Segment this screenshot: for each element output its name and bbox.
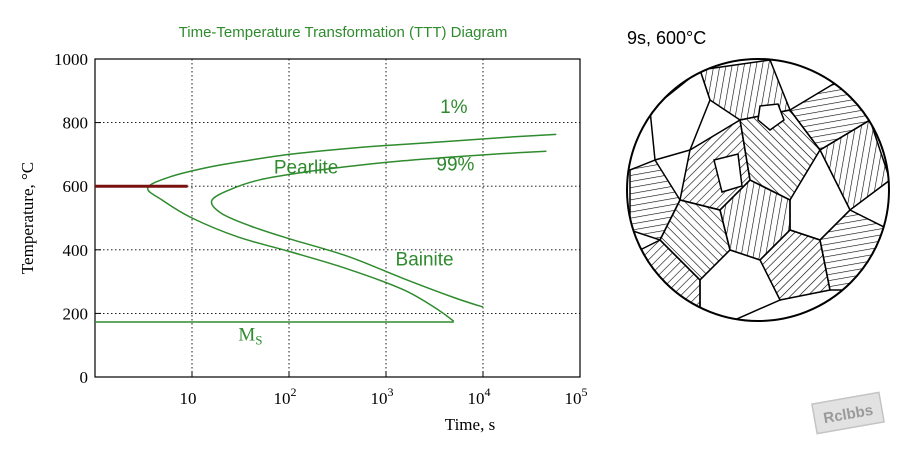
x-tick-label: 103 [371, 385, 394, 408]
microstructure-panel: 9s, 600°C [626, 28, 890, 322]
microstructure-caption: 9s, 600°C [627, 28, 706, 48]
region-label: 99% [436, 154, 474, 175]
region-label: 1% [440, 97, 468, 118]
y-tick-label: 800 [63, 114, 89, 133]
region-label: MS [238, 324, 262, 347]
x-tick-label: 104 [468, 385, 491, 408]
series-layer [95, 133, 557, 323]
x-tick-label: 105 [565, 385, 588, 408]
series-line-2 [210, 150, 547, 308]
x-tick-label: 102 [274, 385, 297, 408]
y-tick-label: 600 [63, 177, 89, 196]
ttt-chart: 0 200 400 600 800 1000 10 102 103 104 105 1% 99% Pe… [18, 50, 588, 434]
y-tick-label: 400 [63, 241, 89, 260]
chart-title: Time-Temperature Transformation (TTT) Di… [179, 24, 508, 41]
region-label: Pearlite [274, 157, 338, 178]
x-axis-label: Time, s [445, 415, 495, 434]
plot-frame [94, 58, 581, 378]
x-tick-label: 10 [180, 389, 197, 408]
y-tick-label: 0 [80, 368, 89, 387]
microstructure-disc [626, 58, 890, 322]
watermark: Rclbbs [811, 391, 885, 435]
series-line-1 [147, 133, 557, 322]
y-tick-label: 1000 [54, 50, 88, 69]
y-tick-label: 200 [63, 304, 89, 323]
region-label: Bainite [396, 250, 454, 271]
grid [95, 59, 580, 377]
x-axis-ticks: 10 102 103 104 105 [180, 371, 588, 408]
y-axis-label: Temperature, °C [18, 162, 37, 274]
region-labels: 1% 99% Pearlite Bainite MS [238, 97, 474, 347]
y-axis-ticks: 0 200 400 600 800 1000 [54, 50, 101, 387]
